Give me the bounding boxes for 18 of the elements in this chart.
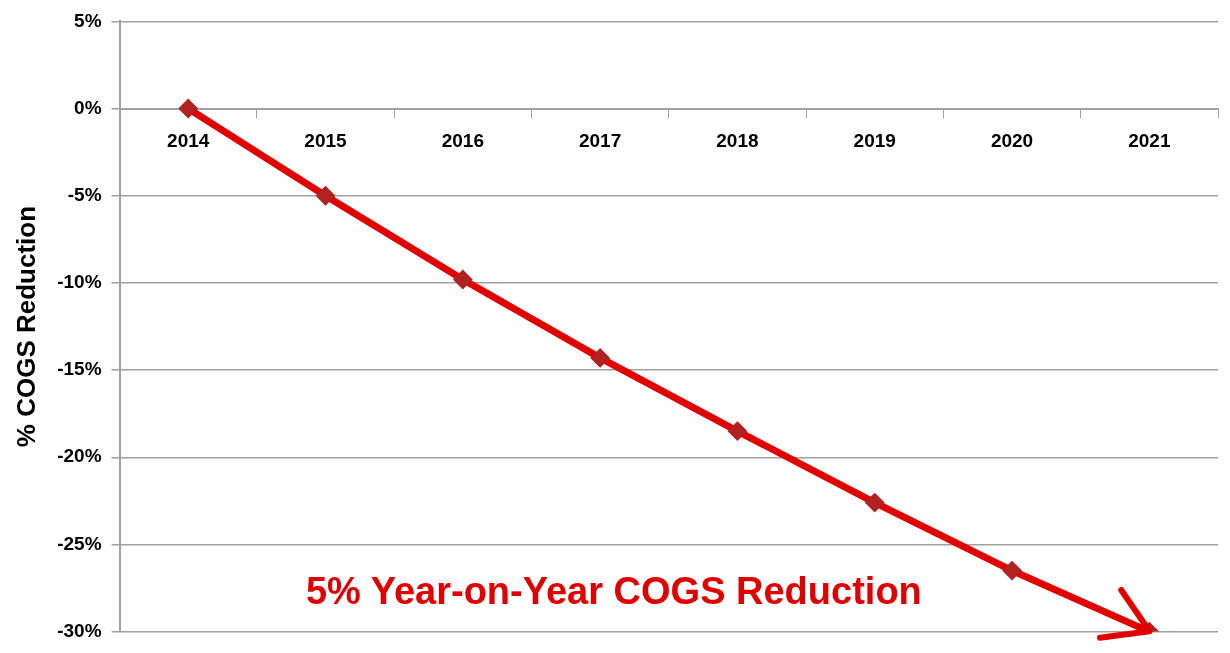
x-tick-label: 2020 [990, 130, 1034, 152]
y-tick-label: -25% [57, 532, 102, 554]
annotation: 5% Year-on-Year COGS Reduction [305, 570, 922, 613]
x-tick-label: 2014 [167, 130, 210, 152]
y-tick-label: 5% [74, 9, 102, 31]
y-tick-label: -10% [57, 271, 102, 293]
x-tick-label: 2021 [1128, 130, 1171, 152]
x-tick-label: 2018 [716, 130, 759, 152]
y-tick-label: 0% [74, 96, 102, 118]
y-tick-label: -15% [57, 358, 102, 380]
x-tick-label: 2016 [441, 130, 484, 152]
y-tick-label: -30% [57, 619, 102, 641]
y-axis-title: % COGS Reduction [10, 205, 41, 448]
x-tick-label: 2015 [304, 130, 348, 152]
x-tick-label: 2017 [578, 130, 622, 152]
x-tick-label: 2019 [853, 130, 896, 152]
y-tick-label: -20% [57, 445, 102, 467]
y-tick-label: -5% [67, 183, 102, 205]
